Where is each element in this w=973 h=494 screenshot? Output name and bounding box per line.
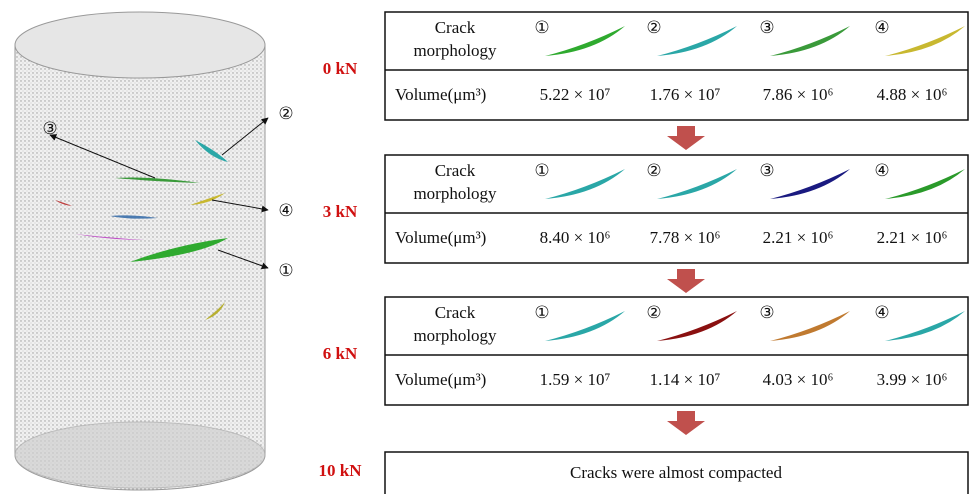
crack-number: ④ bbox=[874, 161, 889, 180]
crack-number: ② bbox=[646, 161, 661, 180]
volume-label: Volume(μm³) bbox=[395, 370, 486, 389]
final-text: Cracks were almost compacted bbox=[570, 463, 782, 482]
load-label: 10 kN bbox=[319, 461, 363, 480]
crack-number: ① bbox=[534, 161, 549, 180]
crack-number: ④ bbox=[874, 303, 889, 322]
volume-value: 2.21 × 10⁶ bbox=[763, 228, 834, 247]
down-arrow bbox=[667, 269, 705, 293]
cylinder-label: ① bbox=[278, 261, 293, 280]
volume-value: 8.40 × 10⁶ bbox=[540, 228, 611, 247]
down-arrow bbox=[667, 411, 705, 435]
cylinder-label: ③ bbox=[42, 119, 57, 138]
cylinder-label: ④ bbox=[278, 201, 293, 220]
crack-number: ① bbox=[534, 303, 549, 322]
volume-value: 1.59 × 10⁷ bbox=[540, 370, 611, 389]
morphology-label: morphology bbox=[413, 326, 497, 345]
morphology-label: morphology bbox=[413, 41, 497, 60]
morphology-label: Crack bbox=[435, 161, 476, 180]
morphology-label: morphology bbox=[413, 184, 497, 203]
cylinder-label: ② bbox=[278, 104, 293, 123]
crack-number: ④ bbox=[874, 18, 889, 37]
volume-value: 3.99 × 10⁶ bbox=[877, 370, 948, 389]
crack-number: ② bbox=[646, 303, 661, 322]
volume-value: 1.14 × 10⁷ bbox=[650, 370, 721, 389]
volume-value: 7.86 × 10⁶ bbox=[763, 85, 834, 104]
cylinder bbox=[15, 12, 268, 490]
load-label: 3 kN bbox=[323, 202, 358, 221]
volume-label: Volume(μm³) bbox=[395, 228, 486, 247]
figure: ③ ② ④ ① 0 kN Crack morphology ① ② ③ ④ Volume(μm³) 5.… bbox=[0, 0, 973, 494]
crack-number: ② bbox=[646, 18, 661, 37]
morphology-label: Crack bbox=[435, 18, 476, 37]
volume-value: 7.78 × 10⁶ bbox=[650, 228, 721, 247]
volume-value: 1.76 × 10⁷ bbox=[650, 85, 721, 104]
volume-value: 4.88 × 10⁶ bbox=[877, 85, 948, 104]
load-label: 0 kN bbox=[323, 59, 358, 78]
crack-number: ③ bbox=[759, 161, 774, 180]
volume-value: 4.03 × 10⁶ bbox=[763, 370, 834, 389]
load-label: 6 kN bbox=[323, 344, 358, 363]
down-arrow bbox=[667, 126, 705, 150]
crack-number: ③ bbox=[759, 18, 774, 37]
morphology-label: Crack bbox=[435, 303, 476, 322]
crack-number: ① bbox=[534, 18, 549, 37]
volume-value: 5.22 × 10⁷ bbox=[540, 85, 611, 104]
crack-number: ③ bbox=[759, 303, 774, 322]
volume-value: 2.21 × 10⁶ bbox=[877, 228, 948, 247]
volume-label: Volume(μm³) bbox=[395, 85, 486, 104]
